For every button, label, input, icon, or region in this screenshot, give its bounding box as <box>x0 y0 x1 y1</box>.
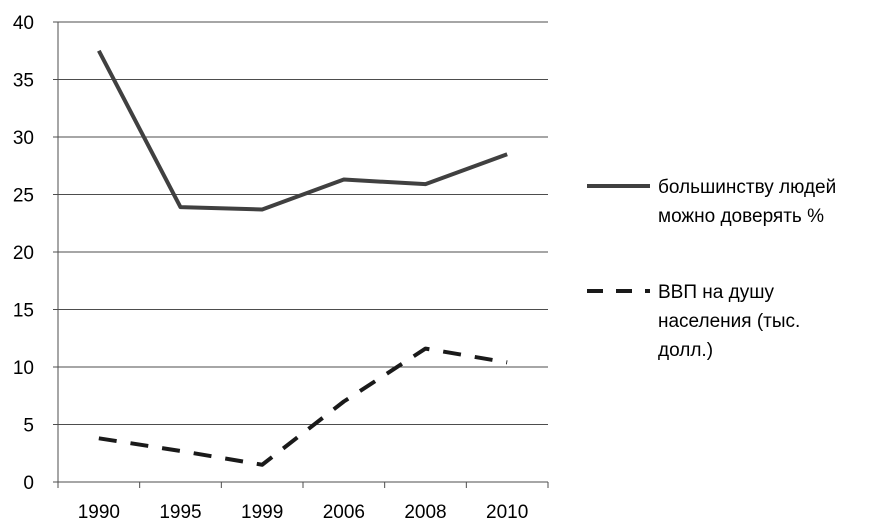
tick-labels: 0 5 10 15 20 25 30 35 40 1990 1995 1999 2006 2008 2010 <box>13 13 528 523</box>
legend-label: долл.) <box>658 340 713 361</box>
y-tick-label: 20 <box>13 243 34 264</box>
series-line-2 <box>99 349 507 465</box>
y-tick-label: 40 <box>13 13 34 34</box>
y-tick-label: 10 <box>13 358 34 379</box>
x-tick-label: 1995 <box>159 502 201 523</box>
x-tick-label: 1999 <box>241 502 283 523</box>
legend-label: можно доверять % <box>658 206 824 227</box>
series-line-1 <box>99 51 507 210</box>
series-lines <box>99 51 507 465</box>
y-tick-label: 5 <box>23 416 34 437</box>
x-tick-label: 2010 <box>486 502 528 523</box>
x-tick-label: 1990 <box>78 502 120 523</box>
y-tick-label: 0 <box>23 473 34 494</box>
x-tick-label: 2008 <box>404 502 446 523</box>
legend-label: большинству людей <box>658 177 836 198</box>
axes <box>53 22 548 488</box>
x-tick-label: 2006 <box>323 502 365 523</box>
y-tick-label: 30 <box>13 128 34 149</box>
y-tick-label: 15 <box>13 301 34 322</box>
legend: большинству людей можно доверять % ВВП на … <box>587 177 836 361</box>
y-tick-label: 25 <box>13 186 34 207</box>
y-tick-label: 35 <box>13 71 34 92</box>
legend-label: населения (тыс. <box>658 311 800 332</box>
legend-label: ВВП на душу <box>658 282 774 303</box>
gridlines <box>58 22 548 425</box>
